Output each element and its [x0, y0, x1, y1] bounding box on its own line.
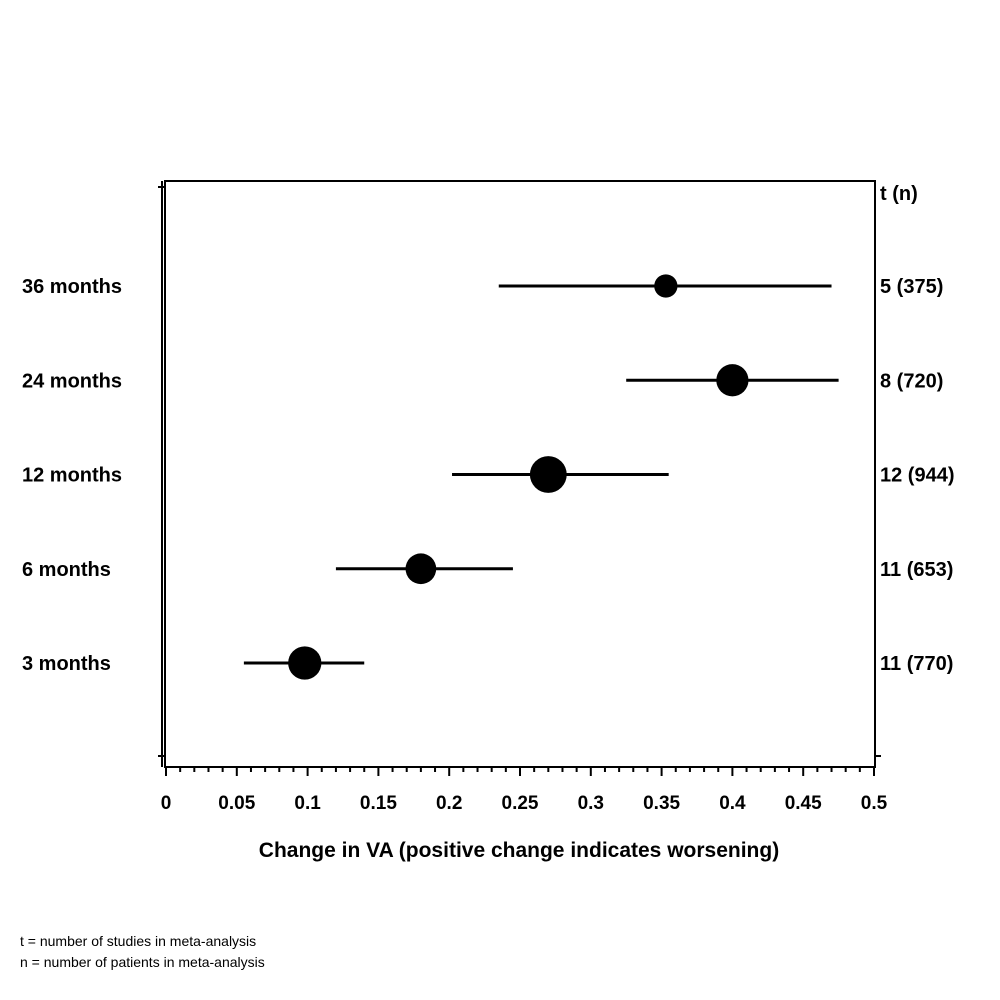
point-estimate [405, 553, 437, 585]
x-axis-ticks [165, 767, 875, 776]
right-column-header: t (n) [880, 183, 918, 205]
x-tick-label: 0.3 [578, 793, 604, 814]
row-t-n-label: 8 (720) [880, 370, 943, 392]
x-tick-label: 0.5 [861, 793, 888, 814]
x-axis-tick-labels: 0 0.05 0.1 0.15 0.2 0.25 0.3 0.35 0.4 0.45 0.5 [161, 793, 888, 814]
x-tick-label: 0.2 [436, 793, 462, 814]
row-label: 12 months [22, 465, 122, 487]
x-tick-label: 0.25 [502, 793, 539, 814]
x-tick-label: 0 [161, 793, 172, 814]
x-tick-label: 0.45 [785, 793, 822, 814]
x-axis-title: Change in VA (positive change indicates … [259, 839, 779, 862]
row-t-n-label: 11 (770) [880, 653, 953, 675]
footnote-patients: n = number of patients in meta-analysis [20, 954, 265, 970]
x-tick-label: 0.4 [719, 793, 746, 814]
row-t-n-label: 12 (944) [880, 465, 955, 487]
point-estimate [654, 274, 678, 298]
point-estimate [529, 456, 567, 493]
row-t-n-label: 5 (375) [880, 276, 943, 298]
row-label: 24 months [22, 370, 122, 392]
row-t-n-label: 11 (653) [880, 559, 953, 581]
x-tick-label: 0.05 [218, 793, 255, 814]
point-estimate [716, 364, 749, 397]
footnote-studies: t = number of studies in meta-analysis [20, 933, 257, 949]
x-tick-label: 0.15 [360, 793, 397, 814]
row-label: 6 months [22, 559, 111, 581]
x-tick-label: 0.1 [294, 793, 321, 814]
forest-rows: 36 months 5 (375) 24 months 8 (720) 12 month… [22, 274, 955, 680]
x-tick-label: 0.35 [643, 793, 680, 814]
point-estimate [288, 646, 322, 680]
row-label: 3 months [22, 653, 111, 675]
row-label: 36 months [22, 276, 122, 298]
